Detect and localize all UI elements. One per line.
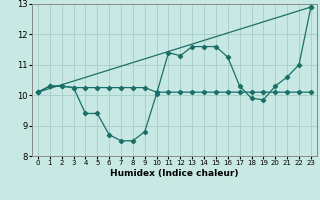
X-axis label: Humidex (Indice chaleur): Humidex (Indice chaleur) — [110, 169, 239, 178]
